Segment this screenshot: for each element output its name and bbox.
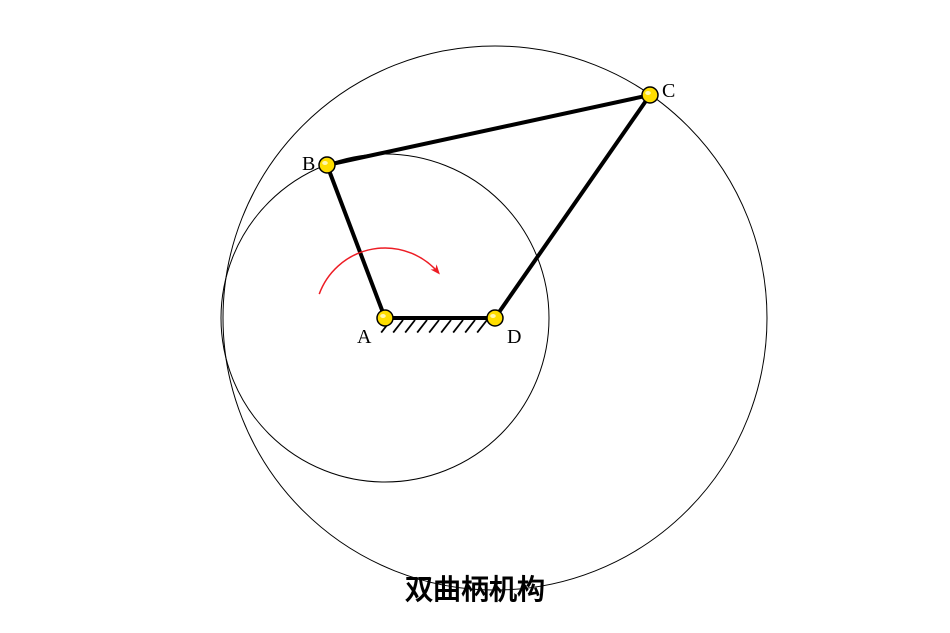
diagram-svg [0,0,950,628]
node-label-b: B [302,153,315,176]
node-label-d: D [507,326,521,349]
links [327,95,650,318]
joints [319,87,658,326]
mechanism-diagram: A B C D [0,0,950,628]
node-label-c: C [662,80,675,103]
ground-link [381,318,495,333]
node-label-a: A [357,326,371,349]
rotation-arrow [319,248,438,294]
diagram-caption: 双曲柄机构 [405,568,545,608]
